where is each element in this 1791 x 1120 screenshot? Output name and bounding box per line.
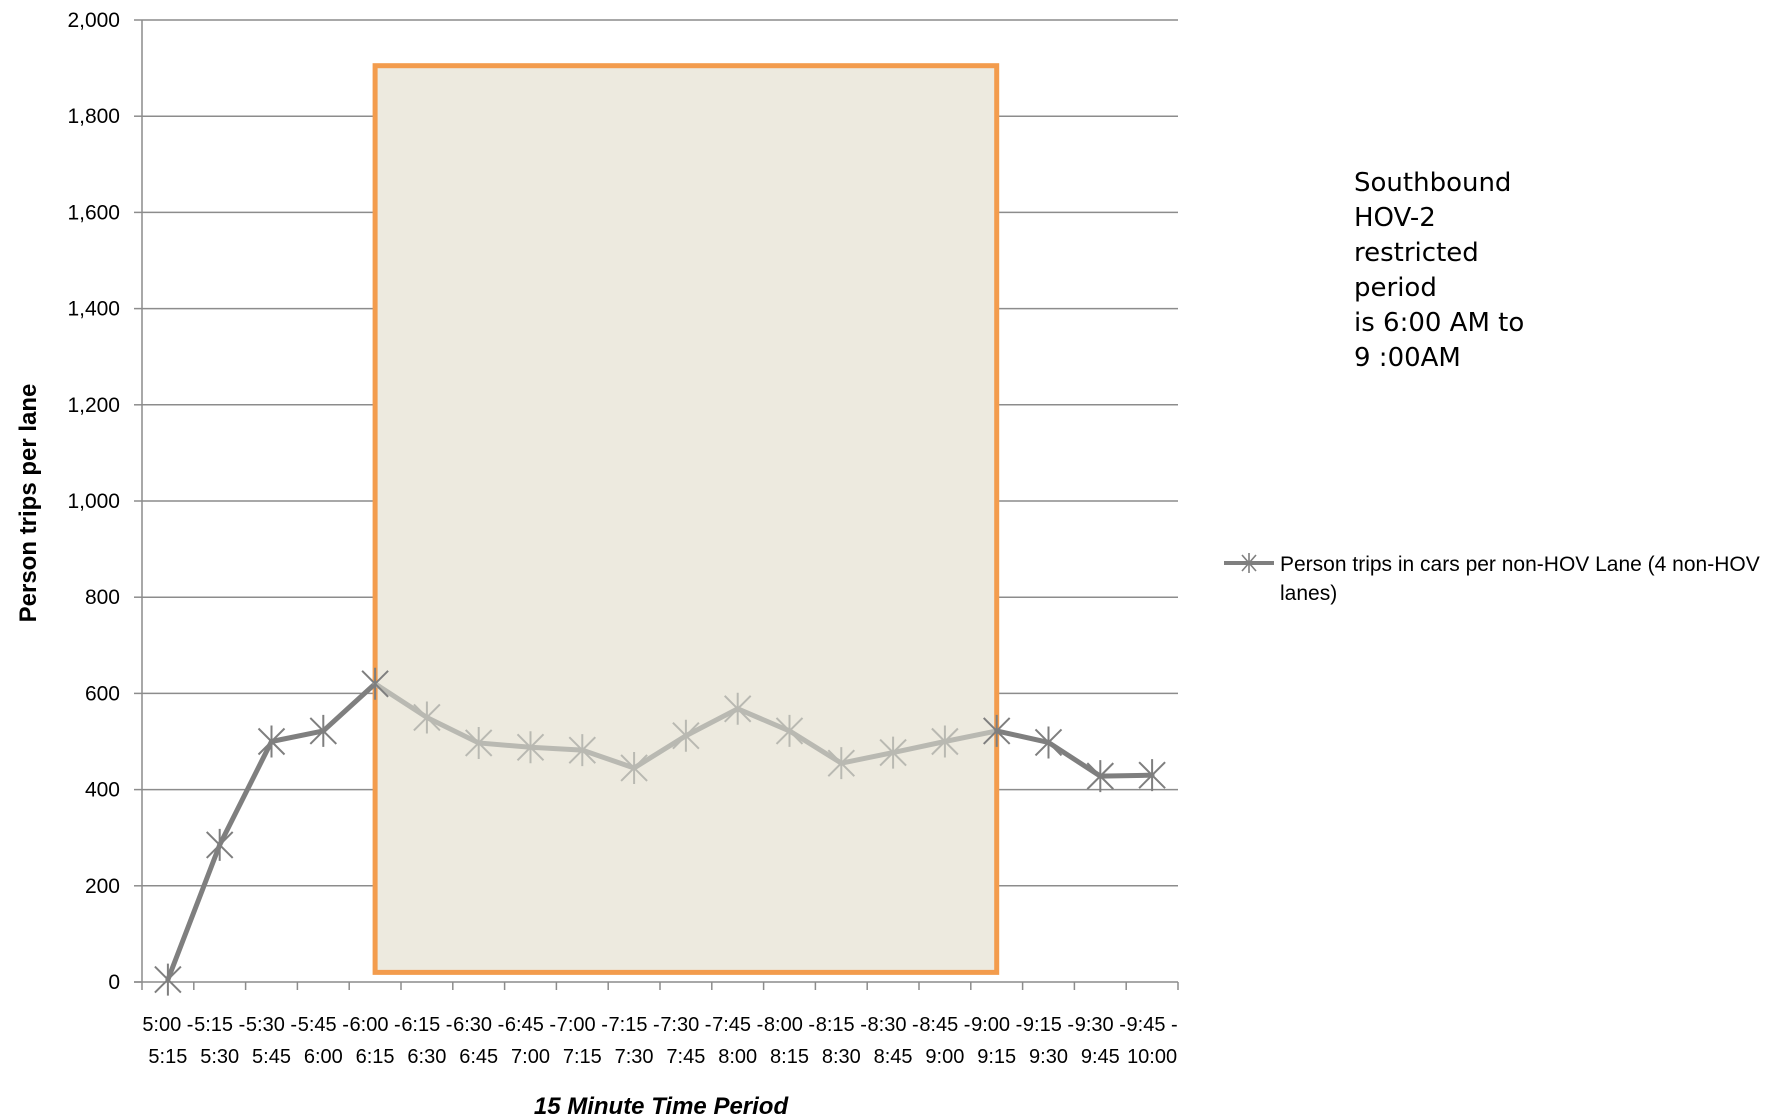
y-tick-label: 0	[108, 971, 120, 994]
x-tick-label: 5:45 -6:00	[298, 1014, 349, 1068]
data-point-marker	[931, 725, 959, 758]
data-point-marker	[516, 731, 545, 764]
x-tick-label: 8:15 -8:30	[816, 1014, 867, 1068]
data-point-marker	[672, 719, 700, 752]
data-point-marker	[620, 751, 648, 784]
data-point-marker	[1034, 726, 1063, 759]
data-point-marker	[309, 714, 338, 747]
data-point-marker	[723, 692, 752, 725]
series-markers	[154, 667, 1166, 996]
x-tick-label: 7:00 -7:15	[557, 1014, 608, 1068]
y-tick-label: 1,400	[67, 298, 120, 321]
legend-label: Person trips in cars per non-HOV Lane (4…	[1280, 553, 1760, 605]
series-segment	[890, 739, 948, 756]
x-tick-label: 7:45 -8:00	[712, 1014, 763, 1068]
y-tick-label: 400	[85, 779, 120, 802]
y-tick-labels: 0 200 400 600 800 1,000 1,200 1,400 1,600 1,800 2,…	[67, 9, 120, 994]
data-point-marker	[879, 736, 907, 769]
series-segment	[994, 728, 1051, 745]
restricted-period-box	[372, 63, 1000, 975]
series-segment	[269, 728, 326, 744]
data-point-marker	[361, 667, 389, 700]
y-tick-label: 1,800	[67, 105, 120, 128]
series-segment	[942, 728, 1000, 744]
x-tick-label: 7:30 -7:45	[660, 1014, 711, 1068]
y-tick-label: 2,000	[67, 9, 120, 32]
x-tick-label: 8:30 -8:45	[868, 1014, 919, 1068]
data-point-marker	[568, 734, 597, 767]
series-segment	[631, 733, 689, 771]
note-line: period	[1354, 273, 1437, 303]
x-tick-label: 5:15 -5:30	[194, 1014, 245, 1068]
x-axis-title: 15 Minute Time Period	[534, 1093, 790, 1120]
x-tick-label: 9:00 -9:15	[971, 1014, 1022, 1068]
series-segment	[1046, 739, 1103, 779]
x-tick-label: 9:30 -9:45	[1075, 1014, 1126, 1068]
x-tick-label: 6:00 -6:15	[350, 1014, 401, 1068]
series-segment	[683, 706, 741, 739]
x-tick-label: 9:15 -9:30	[1023, 1014, 1074, 1068]
series-segment	[838, 750, 896, 766]
data-point-marker	[775, 714, 804, 747]
restricted-period-note: Southbound HOV-2 restricted period is 6:00 A…	[1354, 166, 1614, 376]
note-line: is 6:00 AM to	[1354, 308, 1525, 338]
note-line: Southbound	[1354, 168, 1512, 198]
note-line: 9 :00AM	[1354, 343, 1461, 373]
series-segment	[424, 714, 482, 746]
data-point-marker	[413, 701, 441, 734]
x-tick-label: 6:45 -7:00	[505, 1014, 556, 1068]
y-tick-label: 1,600	[67, 201, 120, 224]
series-segment	[787, 728, 844, 766]
x-tick-labels: 5:00 -5:155:15 -5:305:30 -5:455:45 -6:00…	[142, 1014, 1177, 1068]
data-point-marker	[257, 725, 286, 758]
series-segment	[579, 747, 637, 771]
data-point-marker	[1086, 760, 1115, 793]
x-tick-label: 7:15 -7:30	[609, 1014, 660, 1068]
series-segment	[372, 681, 430, 720]
series-segment	[735, 706, 792, 734]
x-tick-label: 5:30 -5:45	[246, 1014, 297, 1068]
series-segment	[1097, 772, 1155, 779]
data-point-marker	[205, 828, 234, 861]
note-line: restricted	[1354, 238, 1479, 268]
x-tick-label: 6:15 -6:30	[401, 1014, 452, 1068]
x-tick-label: 6:30 -6:45	[453, 1014, 504, 1068]
y-tick-label: 1,200	[67, 394, 120, 417]
data-point-marker	[1138, 759, 1166, 792]
x-tick-label: 5:00 -5:15	[142, 1014, 193, 1068]
x-tick-label: 9:45 -10:00	[1127, 1014, 1178, 1068]
y-axis-title: Person trips per lane	[15, 384, 42, 623]
data-point-marker	[154, 963, 182, 996]
series-segment	[528, 744, 585, 753]
series-segment	[476, 740, 533, 750]
x-tick-label: 8:45 -9:00	[919, 1014, 970, 1068]
series-lines	[165, 681, 1155, 983]
x-tick-label: 8:00 -8:15	[764, 1014, 815, 1068]
data-point-marker	[464, 726, 493, 759]
legend-swatch	[1224, 553, 1274, 573]
y-tick-label: 200	[85, 875, 120, 898]
data-point-marker	[982, 714, 1011, 747]
note-line: HOV-2	[1354, 203, 1436, 233]
y-tick-label: 1,000	[67, 490, 120, 513]
series-segment	[165, 842, 223, 983]
y-tick-label: 800	[85, 586, 120, 609]
series-segment	[217, 739, 274, 848]
y-tick-label: 600	[85, 682, 120, 705]
axes	[134, 19, 1179, 990]
data-point-marker	[827, 747, 856, 780]
